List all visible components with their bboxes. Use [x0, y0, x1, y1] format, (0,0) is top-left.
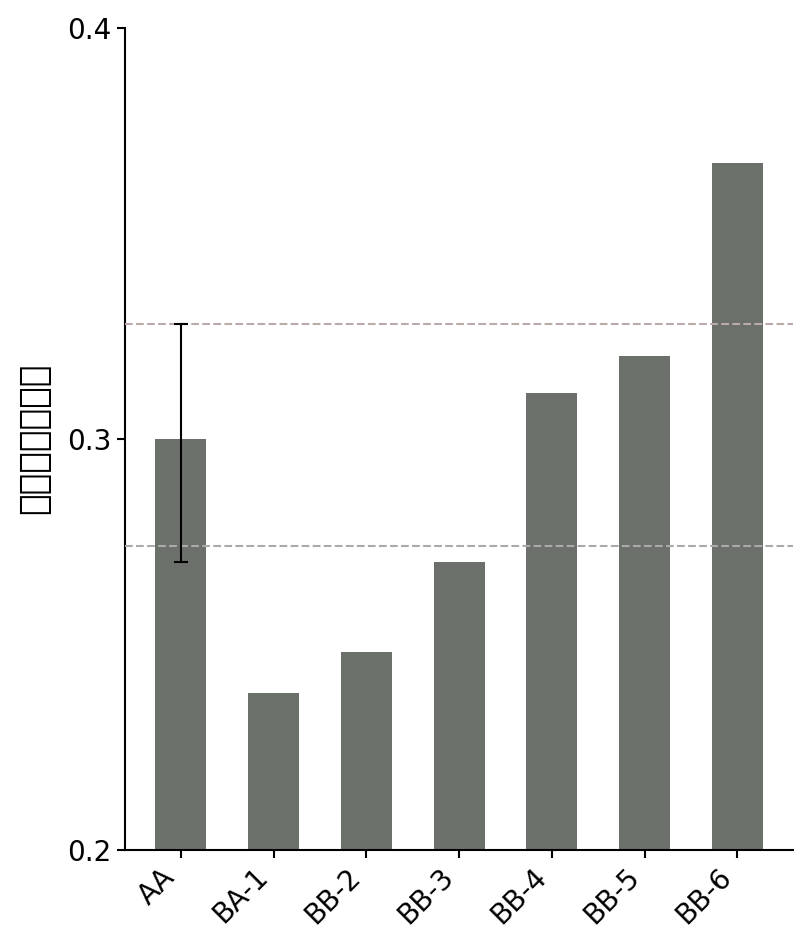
Bar: [526, 394, 578, 850]
Y-axis label: 平均甲基化水平: 平均甲基化水平: [17, 363, 51, 515]
Bar: [248, 693, 299, 850]
Bar: [433, 562, 484, 850]
Bar: [712, 164, 763, 850]
Bar: [156, 439, 207, 850]
Bar: [619, 357, 670, 850]
Bar: [341, 653, 392, 850]
